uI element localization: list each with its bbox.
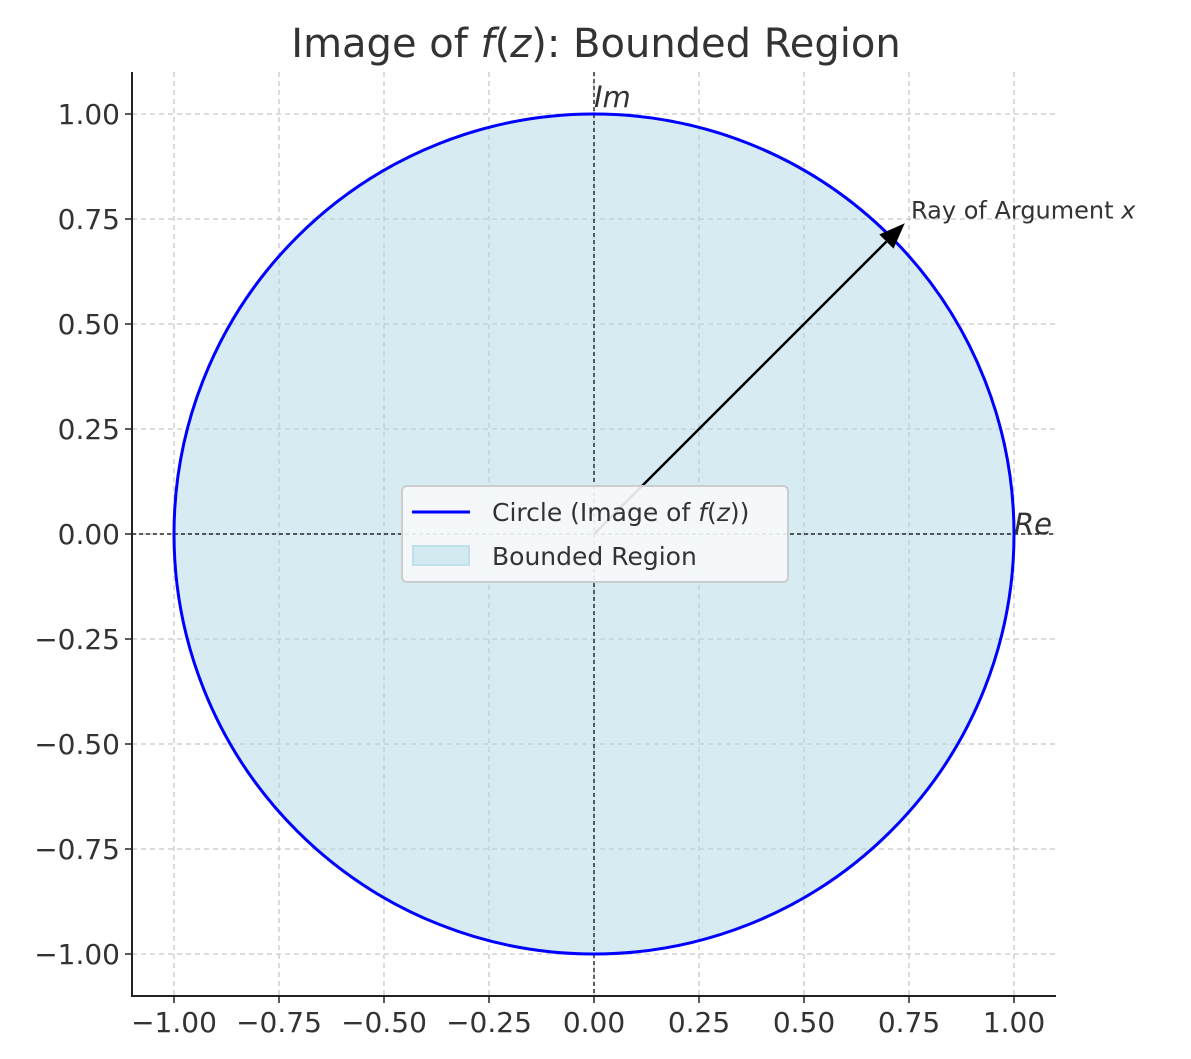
x-tick-label: −0.25 [446,1006,532,1039]
y-tick-label: 0.50 [58,308,120,341]
y-ticks: 1.00 0.75 0.50 0.25 0.00 −0.25 −0.50 −0.75 −1.00 [34,98,132,971]
x-ticks: −1.00 −0.75 −0.50 −0.25 0.00 0.25 0.50 0.75 1.00 [131,996,1045,1039]
legend-label-region: Bounded Region [492,542,697,571]
y-tick-label: −0.50 [34,728,120,761]
x-tick-label: 0.75 [878,1006,940,1039]
x-tick-label: −0.50 [341,1006,427,1039]
y-tick-label: −0.75 [34,833,120,866]
legend-label-circle: Circle (Image of f(z)) [492,498,749,527]
im-axis-label: Im [594,80,631,114]
y-tick-label: −1.00 [34,938,120,971]
y-tick-label: 0.75 [58,203,120,236]
x-tick-label: 1.00 [983,1006,1045,1039]
ray-annotation-label: Ray of Argument x [911,197,1136,225]
y-tick-label: 0.00 [58,518,120,551]
x-tick-label: 0.00 [563,1006,625,1039]
y-tick-label: −0.25 [34,623,120,656]
x-tick-label: −0.75 [236,1006,322,1039]
arrowhead-icon [879,223,905,249]
x-tick-label: −1.00 [131,1006,217,1039]
legend: Circle (Image of f(z)) Bounded Region [401,485,789,583]
x-tick-label: 0.25 [668,1006,730,1039]
x-tick-label: 0.50 [773,1006,835,1039]
y-tick-label: 0.25 [58,413,120,446]
circle-line [172,112,1016,956]
re-axis-label: Re [1014,507,1052,541]
y-tick-label: 1.00 [58,98,120,131]
chart-title: Image of f(z): Bounded Region [291,21,900,67]
legend-region-swatch [412,545,470,566]
legend-frame [401,485,789,583]
